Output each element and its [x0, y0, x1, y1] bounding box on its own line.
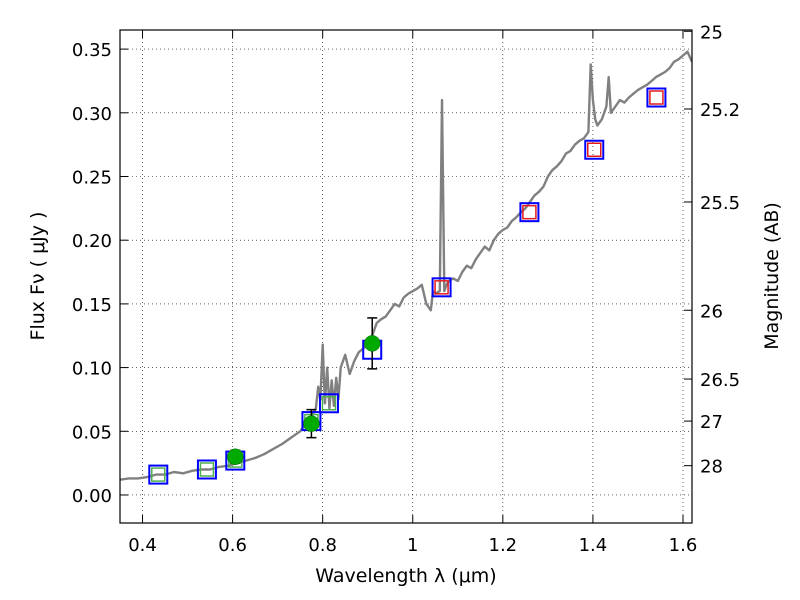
- right-tick-label: 26.5: [700, 370, 740, 391]
- grid: [120, 30, 692, 523]
- blue-square-marker: [196, 459, 217, 480]
- right-tick-label: 28: [700, 457, 723, 478]
- inner-square-marker: [321, 396, 337, 411]
- y-tick-label: 0.25: [72, 167, 112, 188]
- inner-square-marker: [649, 90, 664, 105]
- x-tick-label: 1.2: [489, 535, 518, 556]
- blue-square-marker: [318, 393, 339, 414]
- right-tick-label: 25: [700, 22, 723, 43]
- x-tick-label: 0.6: [218, 535, 247, 556]
- y-tick-label: 0.00: [72, 486, 112, 507]
- x-tick-label: 1.4: [579, 535, 608, 556]
- y-tick-label: 0.35: [72, 40, 112, 61]
- inner-square-marker: [587, 142, 602, 157]
- y-axis-label: Flux Fν ( μJy ): [27, 212, 49, 341]
- right-tick-label: 25.2: [700, 100, 740, 121]
- inner-square-marker: [434, 280, 449, 295]
- blue-square-marker: [148, 464, 169, 485]
- ticks: 0.4 0.6 0.8 1 1.2 1.4 1.6 0.00 0.05 0.10 0.15 0.20 0…: [72, 22, 740, 556]
- inner-square-marker: [151, 467, 166, 482]
- data-point: [227, 448, 244, 466]
- plot-frame: [119, 29, 693, 524]
- data-point: [303, 415, 320, 432]
- blue-square-marker: [519, 202, 540, 223]
- y-tick-label: 0.05: [72, 422, 112, 443]
- blue-square-marker: [584, 139, 605, 160]
- x-tick-label: 1.6: [669, 535, 698, 556]
- right-axis-label: Magnitude (AB): [761, 202, 783, 350]
- x-tick-label: 0.8: [308, 535, 337, 556]
- blue-square-marker: [646, 87, 667, 108]
- right-tick-label: 26: [700, 301, 723, 322]
- inner-square-marker: [522, 204, 537, 220]
- y-tick-label: 0.20: [72, 231, 112, 252]
- y-tick-label: 0.30: [72, 104, 112, 125]
- y-tick-label: 0.10: [72, 359, 112, 380]
- right-tick-label: 27: [700, 412, 723, 433]
- y-tick-label: 0.15: [72, 295, 112, 316]
- series-layer: [120, 50, 692, 485]
- blue-square-marker: [431, 277, 452, 298]
- spectrum-line: [120, 50, 692, 481]
- x-tick-label: 1: [407, 535, 418, 556]
- inner-square-marker: [199, 462, 215, 477]
- x-tick-label: 0.4: [128, 535, 157, 556]
- x-axis-label: Wavelength λ (μm): [315, 565, 496, 587]
- data-point: [363, 335, 381, 352]
- right-tick-label: 25.5: [700, 193, 740, 214]
